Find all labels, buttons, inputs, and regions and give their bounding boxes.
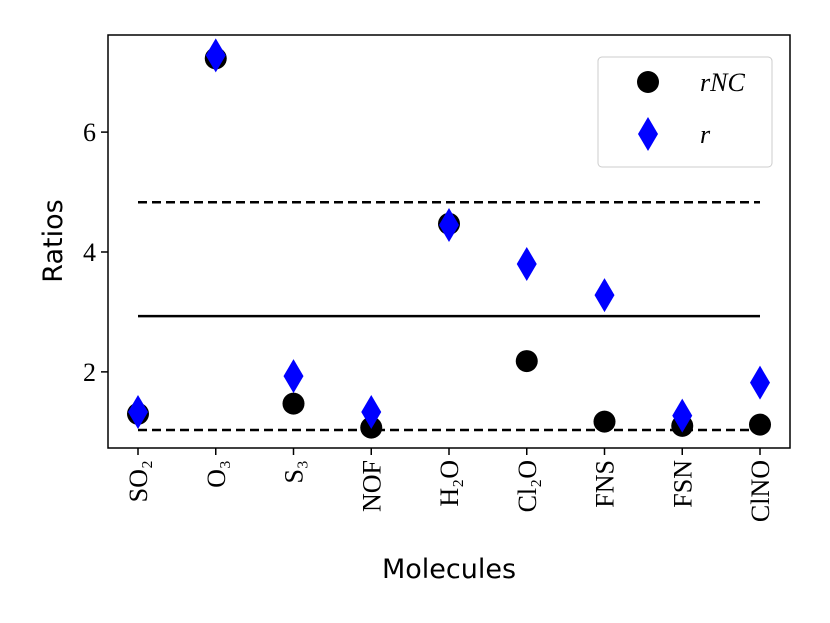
y-tick-label: 2 — [83, 358, 96, 387]
x-tick-label: ClNO — [746, 460, 775, 522]
x-axis-label: Molecules — [382, 554, 516, 585]
x-tick-label: S₃ — [280, 460, 309, 484]
circle-marker — [749, 413, 771, 436]
diamond-marker — [205, 38, 226, 73]
x-tick-label: SO₂ — [124, 460, 153, 502]
diamond-marker — [283, 359, 304, 394]
diamond-marker — [128, 395, 148, 430]
y-tick-label: 6 — [83, 118, 96, 147]
x-tick-label: FSN — [668, 460, 697, 508]
diamond-marker — [516, 246, 537, 281]
diamond-marker — [750, 365, 770, 400]
x-tick-label: FNS — [591, 460, 620, 508]
diamond-marker — [672, 398, 693, 433]
circle-marker — [282, 392, 305, 415]
legend-box — [597, 56, 773, 168]
legend-label: r — [700, 120, 711, 149]
circle-marker — [637, 71, 659, 93]
diamond-marker — [439, 208, 459, 243]
x-tick-label: NOF — [357, 460, 386, 512]
diamond-marker — [594, 278, 615, 313]
x-tick-label: O₃ — [202, 460, 231, 488]
circle-marker — [593, 410, 616, 433]
y-axis-label: Ratios — [38, 199, 69, 282]
x-tick-label: Cl₂O — [513, 460, 542, 512]
legend-label: rNC — [700, 68, 745, 97]
circle-marker — [515, 350, 538, 373]
diamond-marker — [638, 117, 658, 151]
diamond-marker — [361, 395, 382, 430]
x-tick-label: H₂O — [435, 460, 464, 507]
y-tick-label: 4 — [83, 238, 96, 267]
